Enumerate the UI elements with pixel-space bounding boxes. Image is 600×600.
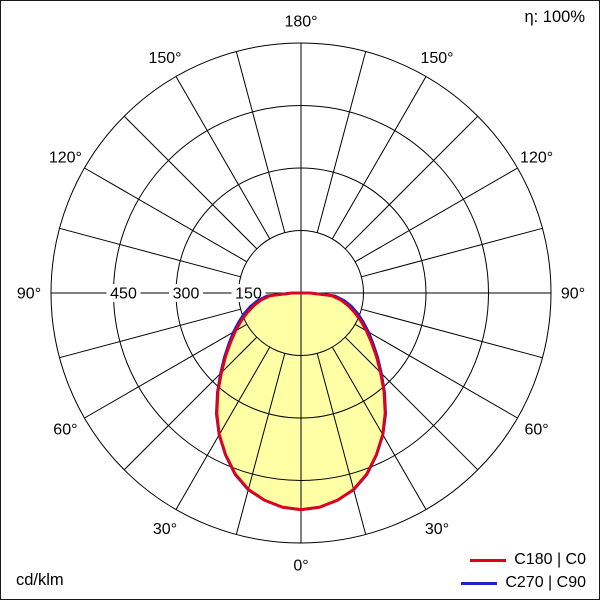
legend: C180 | C0 C270 | C90 bbox=[461, 551, 586, 592]
svg-text:150°: 150° bbox=[148, 50, 181, 67]
svg-text:150°: 150° bbox=[420, 50, 453, 67]
svg-text:90°: 90° bbox=[561, 286, 585, 303]
legend-swatch-c0 bbox=[470, 558, 507, 562]
svg-text:90°: 90° bbox=[17, 286, 41, 303]
svg-text:150: 150 bbox=[235, 286, 262, 303]
legend-label-c0: C180 | C0 bbox=[514, 551, 586, 568]
svg-text:30°: 30° bbox=[425, 521, 449, 538]
svg-text:60°: 60° bbox=[524, 422, 548, 439]
unit-label: cd/klm bbox=[16, 571, 64, 589]
svg-text:0°: 0° bbox=[293, 558, 308, 575]
efficiency-label: η: 100% bbox=[524, 8, 585, 26]
svg-text:60°: 60° bbox=[53, 422, 77, 439]
legend-item-c0: C180 | C0 bbox=[470, 551, 586, 569]
svg-text:120°: 120° bbox=[49, 150, 82, 167]
svg-text:30°: 30° bbox=[153, 521, 177, 538]
svg-text:180°: 180° bbox=[284, 14, 317, 31]
svg-text:450: 450 bbox=[110, 286, 137, 303]
legend-item-c90: C270 | C90 bbox=[461, 574, 586, 592]
legend-label-c90: C270 | C90 bbox=[505, 574, 586, 591]
legend-swatch-c90 bbox=[461, 581, 498, 585]
svg-text:120°: 120° bbox=[520, 150, 553, 167]
svg-text:300: 300 bbox=[173, 286, 200, 303]
